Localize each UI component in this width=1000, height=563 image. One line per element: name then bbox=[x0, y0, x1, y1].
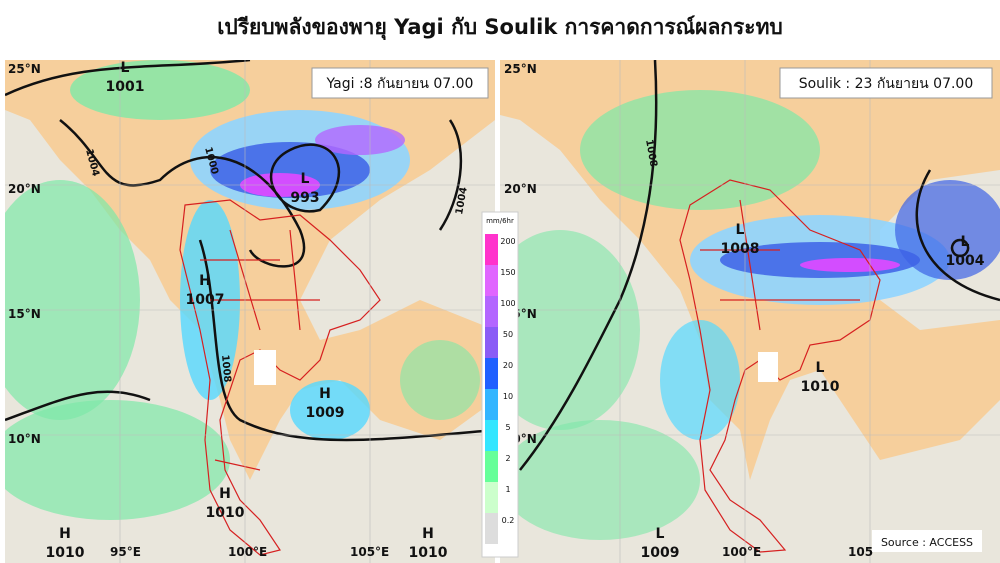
legend-tick: 5 bbox=[505, 423, 510, 432]
lat-label: 10°N bbox=[8, 432, 41, 446]
lon-label: 105 bbox=[848, 545, 873, 559]
pressure-symbol: L bbox=[816, 360, 825, 376]
legend-swatch bbox=[485, 296, 498, 327]
legend-tick: 150 bbox=[500, 268, 515, 277]
pressure-symbol: L bbox=[656, 526, 665, 542]
pressure-value: 1010 bbox=[46, 545, 85, 561]
pressure-value: 1010 bbox=[409, 545, 448, 561]
pressure-symbol: L bbox=[301, 171, 310, 187]
isobar-label: 1008 bbox=[643, 139, 659, 168]
left-map bbox=[5, 60, 495, 563]
legend-swatch bbox=[485, 389, 498, 420]
legend-tick: 1 bbox=[505, 485, 510, 494]
legend-swatch bbox=[485, 234, 498, 265]
pressure-symbol: H bbox=[219, 486, 231, 502]
lat-label: 20°N bbox=[504, 182, 537, 196]
pressure-value: 993 bbox=[290, 190, 319, 206]
right-map bbox=[500, 60, 1000, 563]
pressure-symbol: H bbox=[199, 273, 211, 289]
pressure-symbol: L bbox=[121, 60, 130, 76]
legend-swatch bbox=[485, 513, 498, 544]
legend-swatch bbox=[485, 420, 498, 451]
legend-swatch bbox=[485, 451, 498, 482]
pressure-value: 1009 bbox=[306, 405, 345, 421]
pressure-symbol: L bbox=[736, 222, 745, 238]
panel-label: Yagi :8 กันยายน 07.00 bbox=[326, 76, 474, 92]
legend-swatch bbox=[485, 482, 498, 513]
isobar-label: 1004 bbox=[454, 186, 470, 215]
pressure-value: 1008 bbox=[721, 241, 760, 257]
pressure-value: 1010 bbox=[206, 505, 245, 521]
pressure-symbol: H bbox=[319, 386, 331, 402]
lat-label: 25°N bbox=[504, 62, 537, 76]
pressure-value: 1004 bbox=[946, 253, 985, 269]
panel-label: Soulik : 23 กันยายน 07.00 bbox=[799, 76, 974, 92]
source: Source : ACCESS bbox=[881, 536, 973, 549]
title: เปรียบพลังของพายุ Yagi กับ Soulik การคาด… bbox=[217, 15, 783, 41]
legend-unit: mm/6hr bbox=[486, 217, 514, 225]
lon-label: 105°E bbox=[350, 545, 389, 559]
isobar-label: 1008 bbox=[219, 354, 232, 383]
pressure-symbol: L bbox=[961, 234, 970, 250]
lat-label: 15°N bbox=[8, 307, 41, 321]
legend-swatch bbox=[485, 358, 498, 389]
lat-label: 25°N bbox=[8, 62, 41, 76]
legend-tick: 10 bbox=[503, 392, 513, 401]
pressure-symbol: H bbox=[59, 526, 71, 542]
pressure-value: 1007 bbox=[186, 292, 225, 308]
legend-tick: 200 bbox=[500, 237, 515, 246]
lon-label: 95°E bbox=[110, 545, 141, 559]
pressure-symbol: H bbox=[422, 526, 434, 542]
legend-tick: 0.2 bbox=[502, 516, 515, 525]
pressure-value: 1009 bbox=[641, 545, 680, 561]
legend-tick: 20 bbox=[503, 361, 513, 370]
legend-tick: 50 bbox=[503, 330, 513, 339]
legend-swatch bbox=[485, 265, 498, 296]
legend-swatch bbox=[485, 327, 498, 358]
lon-label: 100°E bbox=[228, 545, 267, 559]
lon-label: 100°E bbox=[722, 545, 761, 559]
pressure-value: 1001 bbox=[106, 79, 145, 95]
legend-tick: 100 bbox=[500, 299, 515, 308]
pressure-value: 1010 bbox=[801, 379, 840, 395]
lat-label: 20°N bbox=[8, 182, 41, 196]
legend-tick: 2 bbox=[505, 454, 510, 463]
